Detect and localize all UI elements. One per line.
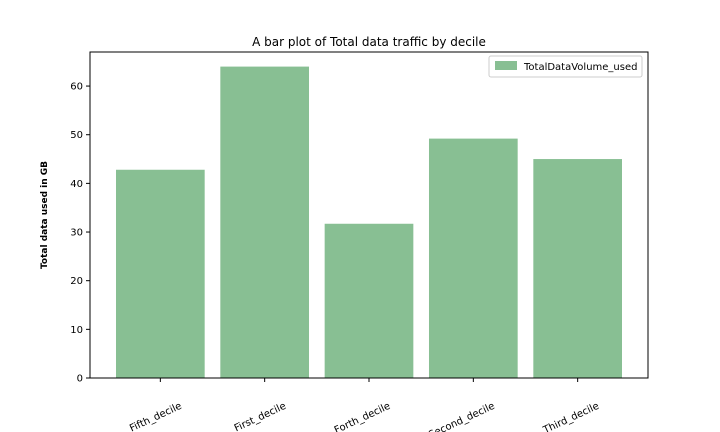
bar-first-decile (220, 66, 310, 378)
legend-label: TotalDataVolume_used (523, 62, 637, 73)
y-tick-label: 30 (70, 228, 83, 239)
x-tick-label: Forth_decile (333, 401, 393, 432)
y-tick-label: 10 (70, 325, 83, 336)
y-tick-label: 40 (70, 179, 83, 190)
bar-second-decile (428, 138, 518, 378)
x-tick-label: Third_decile (541, 401, 601, 432)
legend: TotalDataVolume_used (488, 55, 643, 78)
legend-box (488, 55, 643, 78)
bar-forth-decile (324, 223, 414, 378)
y-axis: 0 10 20 30 40 50 60 (70, 82, 90, 385)
x-tick-label: Second_decile (427, 401, 496, 432)
x-tick-label: First_decile (233, 401, 288, 432)
plot-frame (89, 51, 649, 379)
x-tick-label: Fifth_decile (128, 401, 184, 432)
x-axis: Fifth_decile First_decile Forth_decile Seco… (128, 378, 601, 432)
y-tick-label: 0 (77, 374, 83, 385)
y-tick-label: 50 (70, 130, 83, 141)
y-tick-label: 60 (70, 82, 83, 93)
legend-swatch (495, 61, 517, 70)
bars-group (116, 66, 622, 378)
y-axis-label: Total data used in GB (40, 161, 50, 269)
bar-fifth-decile (116, 169, 205, 378)
y-tick-label: 20 (70, 276, 83, 287)
chart-title: A bar plot of Total data traffic by deci… (252, 35, 486, 49)
bar-third-decile (533, 159, 622, 378)
